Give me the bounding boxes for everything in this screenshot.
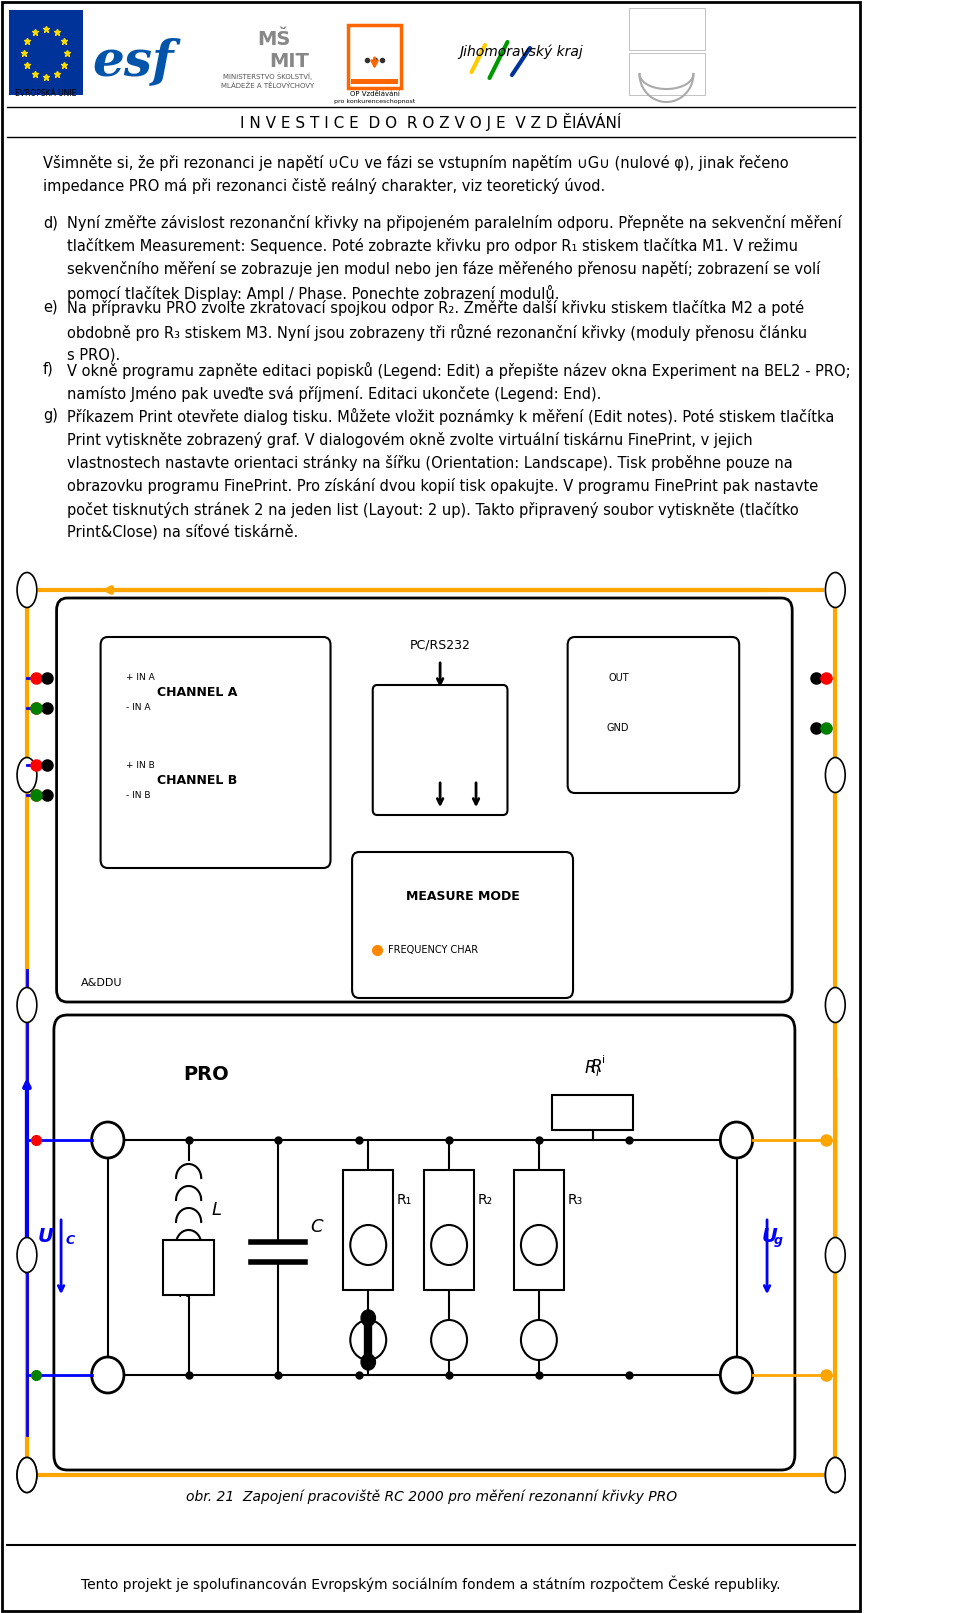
Circle shape (431, 1224, 468, 1265)
Text: esf: esf (92, 37, 174, 87)
Text: Na přípravku PRO zvolte zkratovací spojkou odpor R₂. Změřte další křivku stiskem: Na přípravku PRO zvolte zkratovací spojk… (67, 300, 807, 363)
Circle shape (361, 1353, 375, 1369)
FancyBboxPatch shape (567, 637, 739, 794)
Text: MLÁDEŽE A TĚLOVÝCHOVY: MLÁDEŽE A TĚLOVÝCHOVY (221, 82, 314, 89)
Text: A&DDU: A&DDU (81, 977, 122, 989)
Ellipse shape (826, 1458, 845, 1492)
Text: e): e) (43, 300, 58, 315)
Circle shape (350, 1319, 386, 1360)
Ellipse shape (17, 573, 36, 608)
Bar (343, 1169, 394, 1290)
Circle shape (720, 1357, 753, 1394)
Text: MEASURE MODE: MEASURE MODE (406, 890, 519, 903)
Ellipse shape (826, 758, 845, 792)
Text: U: U (38, 1227, 54, 1245)
FancyBboxPatch shape (54, 1015, 795, 1469)
Bar (163, 1240, 214, 1295)
Text: g: g (774, 1234, 783, 1247)
Text: C: C (310, 1218, 323, 1236)
Circle shape (91, 1123, 124, 1158)
Text: V okně programu zapněte editaci popisků (Legend: Edit) a přepište název okna Exp: V okně programu zapněte editaci popisků … (67, 361, 851, 402)
Text: f): f) (43, 361, 54, 377)
Text: EVROPSKÁ UNIE: EVROPSKÁ UNIE (15, 89, 77, 98)
Text: + IN B: + IN B (126, 760, 155, 769)
Ellipse shape (826, 987, 845, 1023)
Circle shape (350, 1224, 386, 1265)
Bar (629, 53, 705, 95)
Text: R: R (178, 1286, 188, 1300)
Ellipse shape (17, 1237, 36, 1273)
Text: MŠ: MŠ (257, 31, 291, 48)
Text: CHANNEL A: CHANNEL A (157, 687, 238, 700)
Ellipse shape (826, 1237, 845, 1273)
Text: R₁: R₁ (397, 1194, 412, 1207)
Ellipse shape (17, 1458, 36, 1492)
FancyBboxPatch shape (101, 637, 330, 868)
Text: R: R (591, 1058, 603, 1076)
Bar (9, 10, 83, 95)
Text: ANALOG OUTPUT: ANALOG OUTPUT (608, 639, 704, 648)
Text: FREQUENCY CHAR: FREQUENCY CHAR (388, 945, 478, 955)
Text: g): g) (43, 408, 58, 423)
Bar (514, 1169, 564, 1290)
Text: I N V E S T I C E  D O  R O Z V O J E  V Z D ĚlÁVÁNÍ: I N V E S T I C E D O R O Z V O J E V Z … (240, 113, 622, 131)
Circle shape (431, 1319, 468, 1360)
Text: d): d) (43, 215, 58, 231)
Text: PRO: PRO (183, 1065, 229, 1084)
Bar (351, 79, 397, 84)
Text: L: L (211, 1202, 221, 1219)
Ellipse shape (17, 987, 36, 1023)
Text: MIT: MIT (269, 52, 309, 71)
Ellipse shape (17, 1458, 36, 1492)
Text: Příkazem Print otevřete dialog tisku. Můžete vložit poznámky k měření (Edit note: Příkazem Print otevřete dialog tisku. Mů… (67, 408, 835, 540)
Circle shape (521, 1319, 557, 1360)
Text: Nyní změřte závislost rezonanční křivky na připojeném paralelním odporu. Přepnět: Nyní změřte závislost rezonanční křivky … (67, 215, 842, 302)
Text: ANALOG INPUT: ANALOG INPUT (147, 639, 230, 648)
Ellipse shape (17, 758, 36, 792)
Bar (629, 8, 705, 50)
Text: OP Vzdělávání: OP Vzdělávání (349, 90, 399, 97)
Text: Všimněte si, že při rezonanci je napětí ∪C∪ ve fázi se vstupním napětím ∪G∪ (nul: Všimněte si, že při rezonanci je napětí … (43, 155, 789, 194)
Text: C: C (65, 1234, 75, 1247)
Text: MINISTERSTVO ŠKOLSTVÍ,: MINISTERSTVO ŠKOLSTVÍ, (223, 73, 312, 79)
Bar (552, 1095, 634, 1131)
Text: Jihomoravský kraj: Jihomoravský kraj (459, 45, 583, 60)
Ellipse shape (826, 1458, 845, 1492)
Text: L: L (190, 1289, 197, 1298)
Text: pro konkurenceschopnost: pro konkurenceschopnost (334, 98, 415, 103)
FancyBboxPatch shape (372, 686, 508, 815)
Bar (424, 1169, 474, 1290)
Circle shape (91, 1357, 124, 1394)
Text: OUT: OUT (608, 673, 629, 682)
Text: Tento projekt je spolufinancován Evropským sociálním fondem a státním rozpočtem : Tento projekt je spolufinancován Evropsk… (82, 1574, 780, 1592)
Circle shape (361, 1310, 375, 1326)
Circle shape (521, 1224, 557, 1265)
Text: i: i (602, 1055, 605, 1065)
Text: GND: GND (606, 723, 629, 732)
Text: - IN B: - IN B (126, 790, 151, 800)
FancyBboxPatch shape (352, 852, 573, 998)
Text: $R_i$: $R_i$ (585, 1058, 601, 1077)
Text: - IN A: - IN A (126, 703, 151, 713)
Ellipse shape (826, 573, 845, 608)
Bar (348, 24, 400, 89)
Text: PC/RS232: PC/RS232 (410, 639, 470, 652)
Text: R₃: R₃ (567, 1194, 583, 1207)
Text: obr. 21  Zapojení pracoviště RC 2000 pro měření rezonanní křivky PRO: obr. 21 Zapojení pracoviště RC 2000 pro … (185, 1490, 677, 1505)
Text: CHANNEL B: CHANNEL B (157, 774, 238, 787)
FancyBboxPatch shape (57, 598, 792, 1002)
Circle shape (720, 1123, 753, 1158)
Text: + IN A: + IN A (126, 674, 155, 682)
Text: R₂: R₂ (478, 1194, 492, 1207)
Text: U: U (761, 1227, 778, 1245)
